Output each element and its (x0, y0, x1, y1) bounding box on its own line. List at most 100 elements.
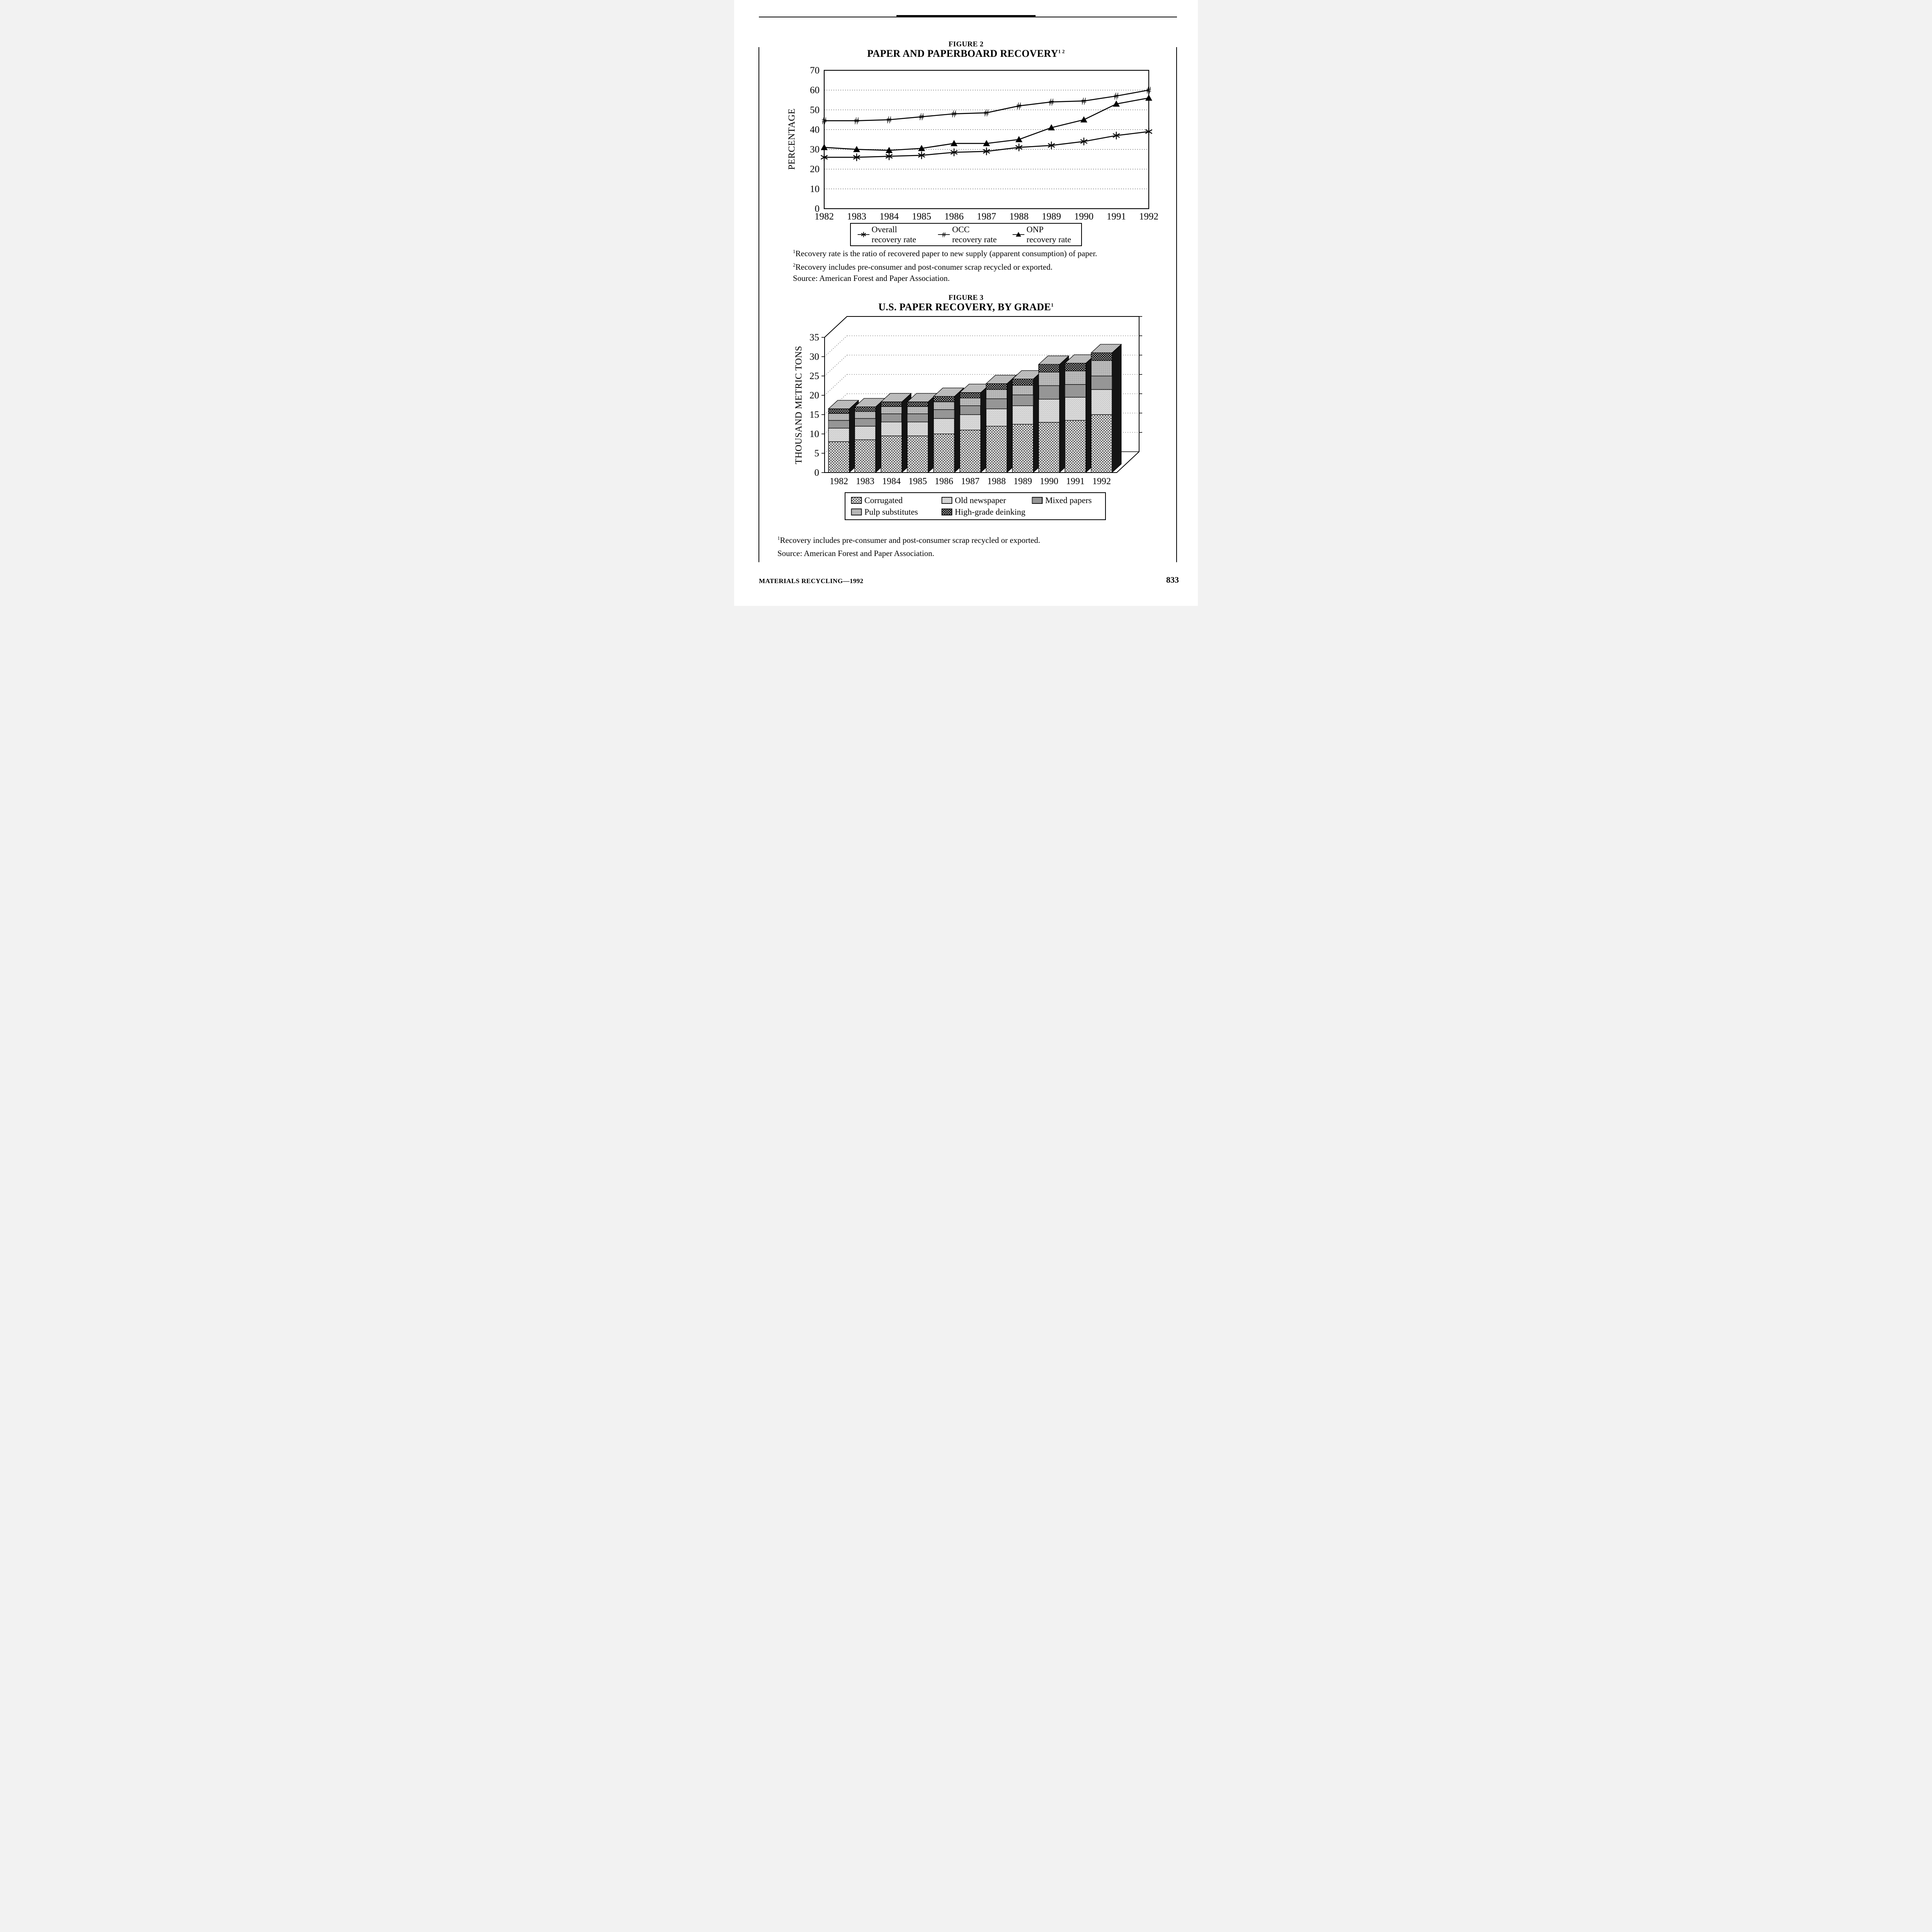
legend-label-mixed-papers: Mixed papers (1045, 495, 1092, 505)
footnote2-text: Recovery includes pre-consumer and post-… (795, 262, 1053, 272)
svg-text:#: # (1146, 85, 1151, 96)
chart1-legend: Overall recovery rate # OCC recovery rat… (850, 223, 1082, 246)
svg-text:1990: 1990 (1040, 476, 1058, 486)
svg-text:#: # (942, 231, 946, 239)
svg-text:1990: 1990 (1074, 211, 1094, 222)
svg-text:#: # (952, 109, 957, 120)
figure2-footnote-1: 1Recovery rate is the ratio of recovered… (793, 246, 1172, 259)
svg-text:1988: 1988 (987, 476, 1006, 486)
chart1-y-axis-label: PERCENTAGE (787, 108, 797, 170)
legend-item-old-newspaper: Old newspaper (941, 495, 1029, 505)
svg-text:1985: 1985 (908, 476, 927, 486)
svg-text:10: 10 (810, 184, 820, 194)
recovery-rate-line-chart: 0 10 20 30 40 50 60 70 1982 1983 1984 1985 1986 1987 1… (810, 65, 1158, 222)
svg-text:0: 0 (815, 468, 820, 478)
figure3-footnote-text: Recovery includes pre-consumer and post-… (780, 536, 1041, 545)
old-newspaper-pattern-swatch-icon (941, 497, 952, 504)
legend-item-pulp-substitutes: Pulp substitutes (851, 507, 939, 517)
figure3-title-text: U.S. PAPER RECOVERY, BY GRADE (878, 301, 1051, 313)
high-grade-deinking-pattern-swatch-icon (941, 509, 952, 515)
mixed-papers-pattern-swatch-icon (1032, 497, 1043, 504)
scanned-report-page: FIGURE 2 PAPER AND PAPERBOARD RECOVERY1 … (734, 0, 1198, 606)
figure2-label: FIGURE 2 (948, 40, 984, 48)
svg-text:#: # (984, 107, 989, 119)
svg-text:#: # (1082, 95, 1087, 107)
svg-text:1986: 1986 (944, 211, 964, 222)
legend-label-old-newspaper: Old newspaper (955, 495, 1006, 505)
svg-text:1984: 1984 (882, 476, 901, 486)
page-number: 833 (1166, 575, 1179, 585)
triangle-line-marker-icon (1012, 232, 1025, 237)
svg-text:20: 20 (810, 390, 819, 401)
legend-item-mixed-papers: Mixed papers (1032, 495, 1100, 505)
figure3-footnote-superscript: 1 (777, 535, 780, 541)
svg-text:1991: 1991 (1107, 211, 1126, 222)
figure2-title-superscript: 1 2 (1058, 48, 1065, 54)
svg-text:#: # (1017, 100, 1022, 112)
svg-text:1988: 1988 (1009, 211, 1029, 222)
legend-label-high-grade-deinking: High-grade deinking (955, 507, 1026, 517)
star-line-marker-icon (857, 231, 870, 238)
figure3-footnote: 1Recovery includes pre-consumer and post… (777, 532, 1164, 546)
figure3-label: FIGURE 3 (948, 294, 984, 302)
svg-text:#: # (1114, 90, 1119, 102)
svg-text:#: # (822, 115, 827, 126)
footnote1-superscript: 1 (793, 248, 796, 254)
pulp-substitutes-pattern-swatch-icon (851, 509, 862, 515)
svg-text:1989: 1989 (1014, 476, 1032, 486)
footnote2-superscript: 2 (793, 262, 796, 268)
figure2-title: PAPER AND PAPERBOARD RECOVERY1 2 (734, 48, 1198, 60)
svg-text:5: 5 (815, 448, 820, 459)
svg-text:20: 20 (810, 164, 820, 175)
svg-text:40: 40 (810, 124, 820, 135)
svg-text:#: # (887, 114, 892, 126)
footer-publication-title: MATERIALS RECYCLING—1992 (759, 577, 864, 585)
top-rule-thick-segment (896, 15, 1036, 17)
figure2-source: Source: American Forest and Paper Associ… (793, 274, 950, 283)
footnote1-text: Recovery rate is the ratio of recovered … (795, 249, 1097, 258)
svg-text:1986: 1986 (935, 476, 953, 486)
legend-item-corrugated: Corrugated (851, 495, 939, 505)
svg-text:70: 70 (810, 65, 820, 76)
svg-text:1983: 1983 (856, 476, 874, 486)
figure2-footnotes: 1Recovery rate is the ratio of recovered… (793, 246, 1172, 273)
svg-text:1992: 1992 (1139, 211, 1158, 222)
legend-item-high-grade-deinking: High-grade deinking (941, 507, 1029, 517)
svg-text:0: 0 (815, 204, 820, 214)
legend-item-overall-recovery: Overall recovery rate (857, 224, 927, 245)
svg-text:1984: 1984 (879, 211, 899, 222)
figure2-footnote-2: 2Recovery includes pre-consumer and post… (793, 259, 1172, 273)
hash-line-marker-icon: # (938, 231, 950, 239)
figure3-source: Source: American Forest and Paper Associ… (777, 549, 934, 558)
svg-text:1991: 1991 (1066, 476, 1085, 486)
svg-text:25: 25 (810, 371, 819, 381)
right-border-rule (1176, 47, 1177, 562)
svg-text:1982: 1982 (815, 211, 834, 222)
figure3-title: U.S. PAPER RECOVERY, BY GRADE1 (734, 301, 1198, 313)
svg-text:30: 30 (810, 352, 819, 362)
legend-label-occ: OCC recovery rate (952, 224, 997, 244)
legend-label-pulp-substitutes: Pulp substitutes (864, 507, 918, 517)
svg-text:1992: 1992 (1092, 476, 1111, 486)
svg-text:60: 60 (810, 85, 820, 95)
svg-text:#: # (1049, 97, 1054, 108)
paper-recovery-3d-stacked-bar-chart: 0 5 10 15 20 25 30 35 1982 1983 1984 1985 1986 1987 19… (810, 316, 1142, 486)
svg-text:1982: 1982 (830, 476, 848, 486)
svg-text:1987: 1987 (977, 211, 996, 222)
svg-text:1987: 1987 (961, 476, 980, 486)
svg-text:1989: 1989 (1042, 211, 1061, 222)
legend-item-onp-recovery: ONP recovery rate (1012, 224, 1075, 245)
svg-text:#: # (919, 111, 924, 122)
svg-text:10: 10 (810, 429, 819, 439)
svg-text:#: # (854, 115, 859, 126)
legend-label-onp: ONP recovery rate (1026, 224, 1071, 244)
legend-item-occ-recovery: # OCC recovery rate (937, 224, 1001, 245)
corrugated-pattern-swatch-icon (851, 497, 862, 504)
svg-text:50: 50 (810, 105, 820, 115)
svg-text:30: 30 (810, 145, 820, 155)
svg-text:35: 35 (810, 332, 819, 343)
legend-label-corrugated: Corrugated (864, 495, 903, 505)
figure3-title-superscript: 1 (1051, 302, 1054, 308)
svg-text:1983: 1983 (847, 211, 866, 222)
figure2-title-text: PAPER AND PAPERBOARD RECOVERY (867, 48, 1058, 59)
